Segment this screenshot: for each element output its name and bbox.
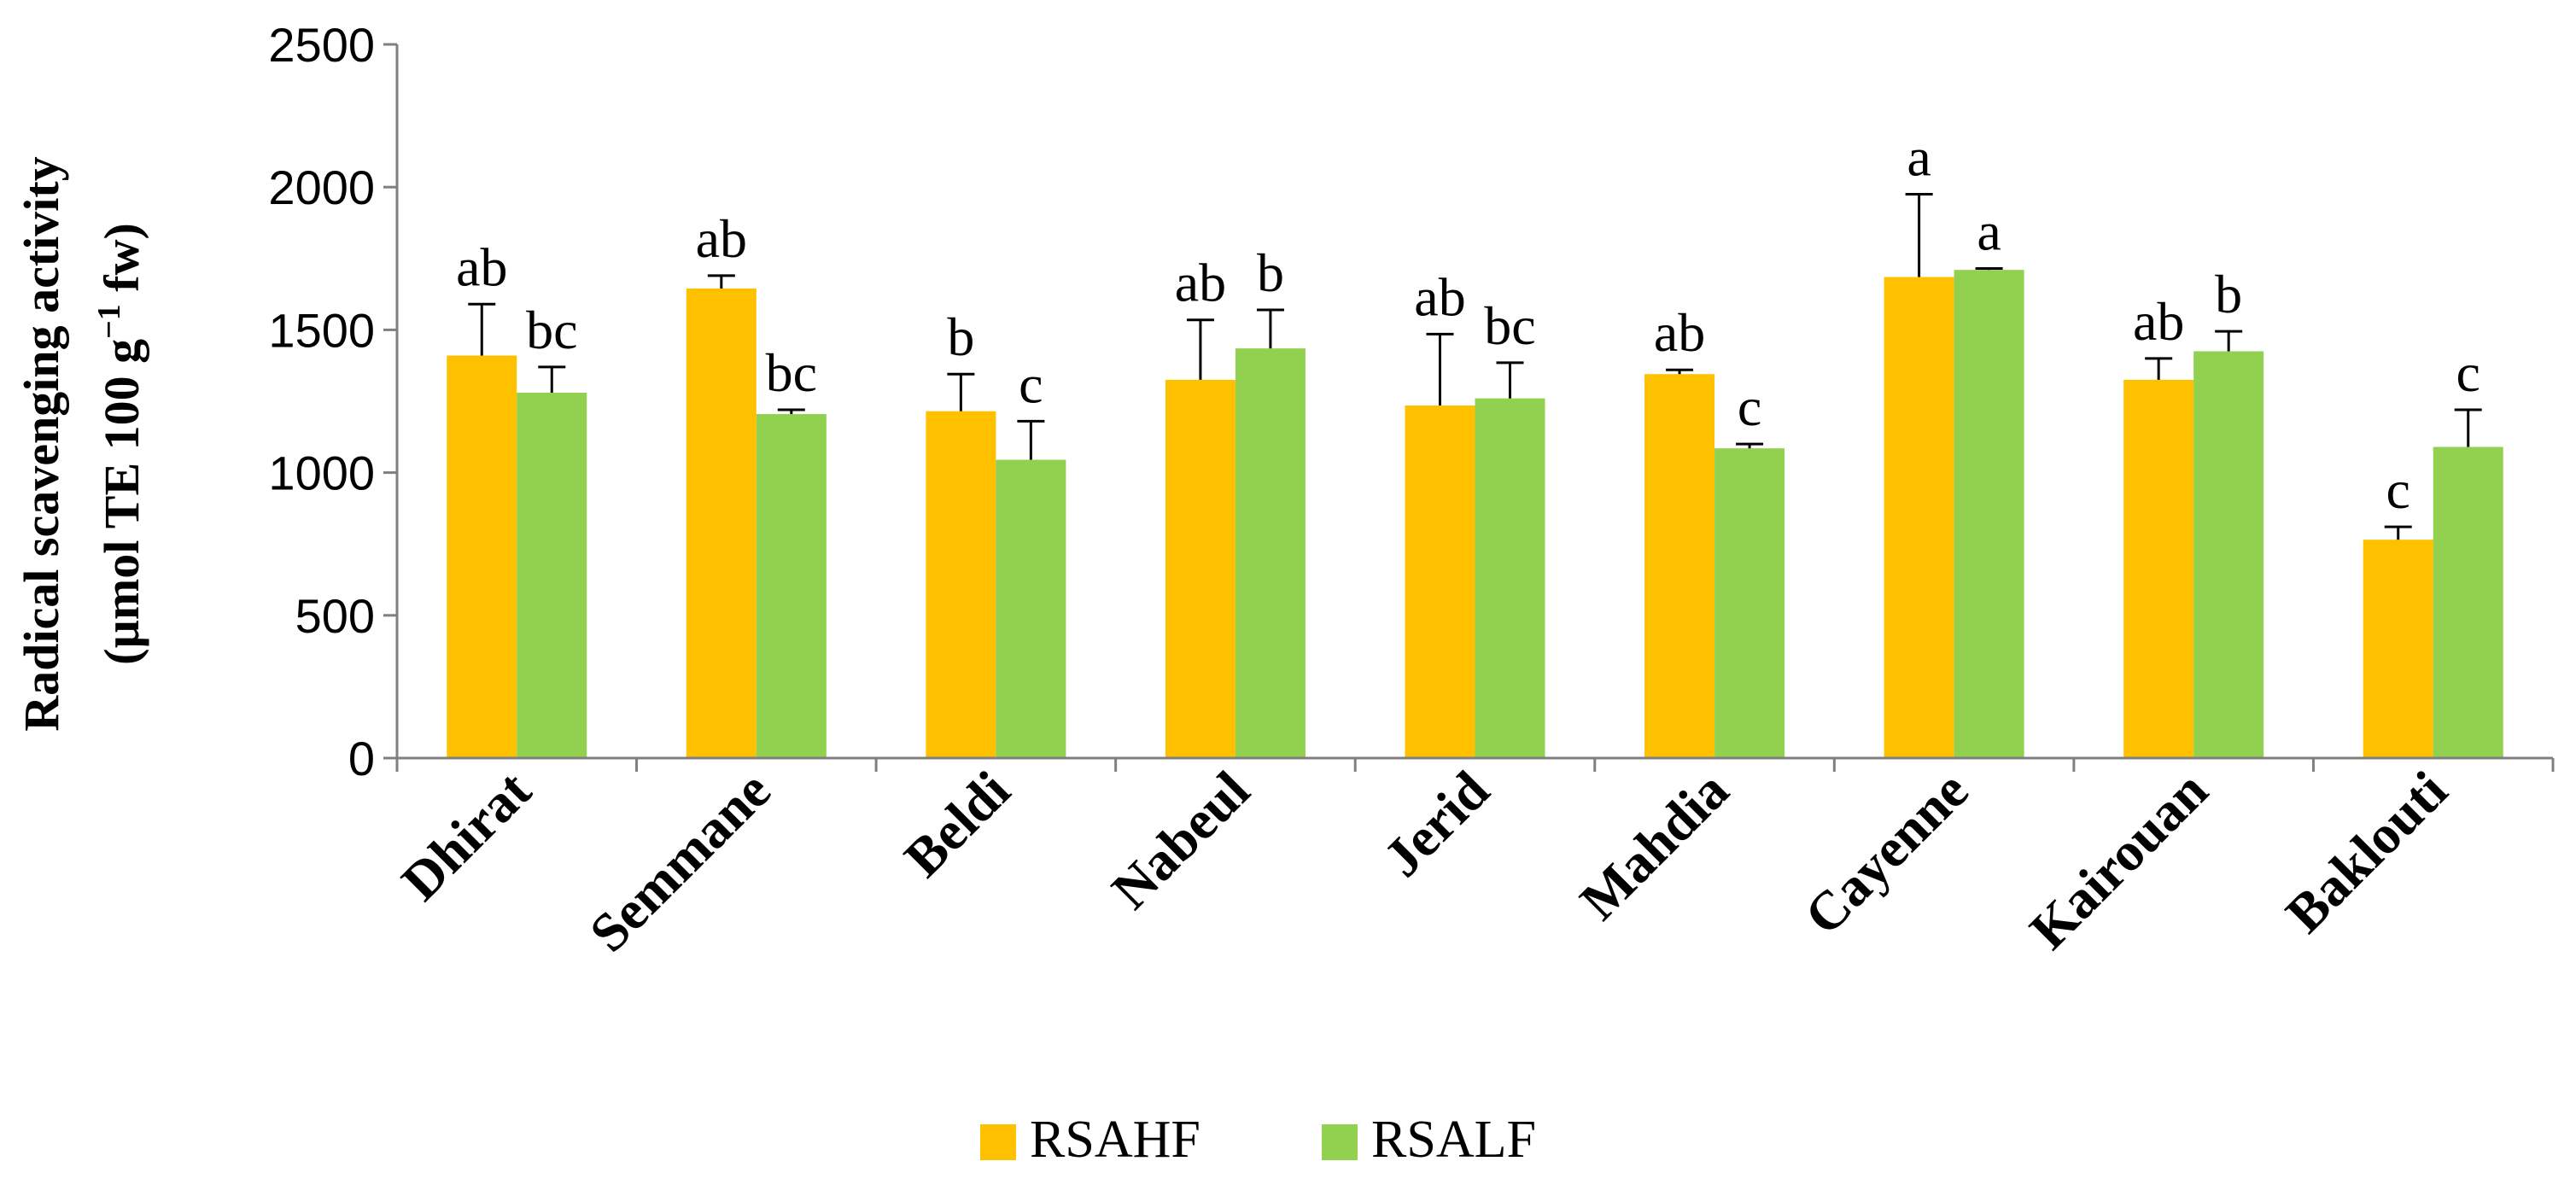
category-label: Mahdia xyxy=(1568,760,1740,931)
category-label: Dhirat xyxy=(390,759,543,912)
x-axis-ticks xyxy=(395,758,2555,772)
category-label: Beldi xyxy=(892,760,1021,889)
significance-letter: ab xyxy=(2133,291,2184,352)
y-tick-label: 2000 xyxy=(268,160,375,214)
significance-letter: c xyxy=(2456,342,2480,403)
bar-rsalf xyxy=(2193,351,2264,758)
error-bars xyxy=(468,193,2482,540)
significance-letter: a xyxy=(1907,127,1931,188)
category-label: Jerid xyxy=(1372,760,1501,889)
category-labels: Dhirat Semmane Beldi Nabeul Jerid Mahdia Cayen… xyxy=(390,759,2459,963)
y-axis-title-line1: Radical scavenging activity xyxy=(14,156,69,731)
bar-rsahf xyxy=(447,355,517,758)
bar-rsahf xyxy=(1165,379,1235,758)
bar-rsahf xyxy=(1884,277,1954,758)
y-tick-label: 0 xyxy=(348,732,375,785)
legend-label-rsahf: RSAHF xyxy=(1030,1111,1200,1169)
bar-rsahf xyxy=(1644,374,1715,758)
y-axis-title: Radical scavenging activity (µmol TE 100… xyxy=(14,156,149,731)
bar-rsalf xyxy=(517,392,587,758)
significance-letter: b xyxy=(947,306,974,367)
category-label: Cayenne xyxy=(1793,760,1980,947)
significance-letter: b xyxy=(2215,264,2242,324)
category-label: Semmane xyxy=(578,760,782,964)
significance-letter: bc xyxy=(766,342,817,403)
bar-rsalf xyxy=(1235,348,1306,758)
legend: RSAHF RSALF xyxy=(980,1111,1536,1169)
category-label: Nabeul xyxy=(1100,760,1261,921)
y-tick-label: 2500 xyxy=(268,18,375,72)
category-label: Kairouan xyxy=(2018,760,2219,960)
bar-rsahf xyxy=(926,411,996,758)
significance-letter: ab xyxy=(1175,253,1226,313)
category-label: Baklouti xyxy=(2274,760,2458,944)
bar-rsalf xyxy=(1714,448,1785,758)
significance-letter: b xyxy=(1257,242,1284,303)
y-tick-label: 500 xyxy=(295,589,375,643)
bars xyxy=(447,270,2503,758)
legend-swatch-rsalf xyxy=(1322,1124,1358,1160)
bar-rsahf xyxy=(1405,406,1475,758)
legend-swatch-rsahf xyxy=(980,1124,1016,1160)
significance-letter: ab xyxy=(1414,266,1465,327)
bar-rsahf xyxy=(2363,540,2433,758)
significance-letter: ab xyxy=(696,208,747,269)
bar-rsalf xyxy=(996,459,1066,758)
bar-rsahf xyxy=(686,288,756,758)
bar-rsalf xyxy=(1954,270,2024,758)
y-axis-title-line2: (µmol TE 100 g−1 fw) xyxy=(91,223,149,665)
axes xyxy=(395,44,2553,760)
significance-letter: bc xyxy=(1484,295,1535,356)
y-tick-label: 1500 xyxy=(268,303,375,357)
significance-letter: bc xyxy=(526,300,577,360)
y-tick-label: 1000 xyxy=(268,446,375,500)
bar-rsalf xyxy=(2433,446,2503,758)
legend-label-rsalf: RSALF xyxy=(1371,1111,1536,1169)
bar-rsahf xyxy=(2123,379,2194,758)
y-axis-ticks: 0 500 1000 1500 2000 2500 xyxy=(268,18,397,785)
significance-letter: ab xyxy=(1654,302,1705,363)
significance-letter: ab xyxy=(456,236,507,297)
significance-letter: a xyxy=(1977,201,2001,262)
significance-letter: c xyxy=(2386,459,2410,520)
bar-rsalf xyxy=(1475,398,1545,758)
bar-rsalf xyxy=(756,414,827,758)
significance-letter: c xyxy=(1019,353,1043,414)
significance-letter: c xyxy=(1738,376,1761,437)
